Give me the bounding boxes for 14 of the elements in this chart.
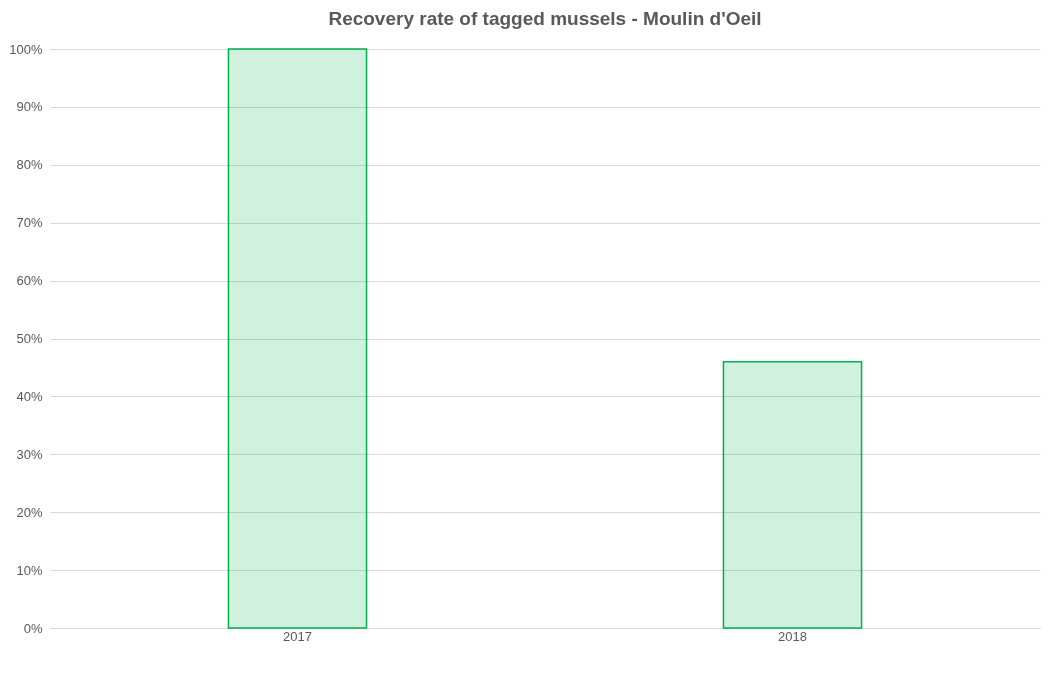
y-tick-label: 50% [16, 331, 43, 346]
y-tick-label: 90% [16, 99, 43, 115]
y-tick-label: 30% [16, 446, 43, 462]
y-tick-label: 0% [23, 620, 43, 636]
x-tick-label: 2018 [778, 628, 807, 644]
y-tick-label: 80% [16, 157, 43, 173]
chart-title: Recovery rate of tagged mussels - Moulin d'Oeil [328, 8, 762, 29]
y-tick-label: 20% [16, 504, 43, 520]
y-tick-label: 70% [16, 215, 43, 231]
y-tick-label: 60% [16, 273, 43, 289]
y-tick-label: 10% [16, 562, 43, 578]
x-tick-label: 2017 [283, 628, 312, 644]
y-tick-label: 40% [16, 388, 43, 404]
y-tick-label: 100% [9, 41, 43, 57]
